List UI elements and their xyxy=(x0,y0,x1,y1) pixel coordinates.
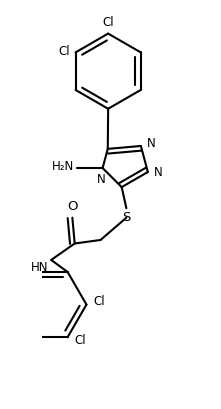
Text: Cl: Cl xyxy=(75,334,86,347)
Text: Cl: Cl xyxy=(58,45,70,58)
Text: N: N xyxy=(97,173,106,186)
Text: O: O xyxy=(67,200,78,213)
Text: H₂N: H₂N xyxy=(52,160,74,173)
Text: Cl: Cl xyxy=(102,16,114,29)
Text: N: N xyxy=(154,166,162,178)
Text: S: S xyxy=(122,211,131,224)
Text: N: N xyxy=(147,137,156,150)
Text: HN: HN xyxy=(31,261,49,274)
Text: Cl: Cl xyxy=(93,294,105,308)
